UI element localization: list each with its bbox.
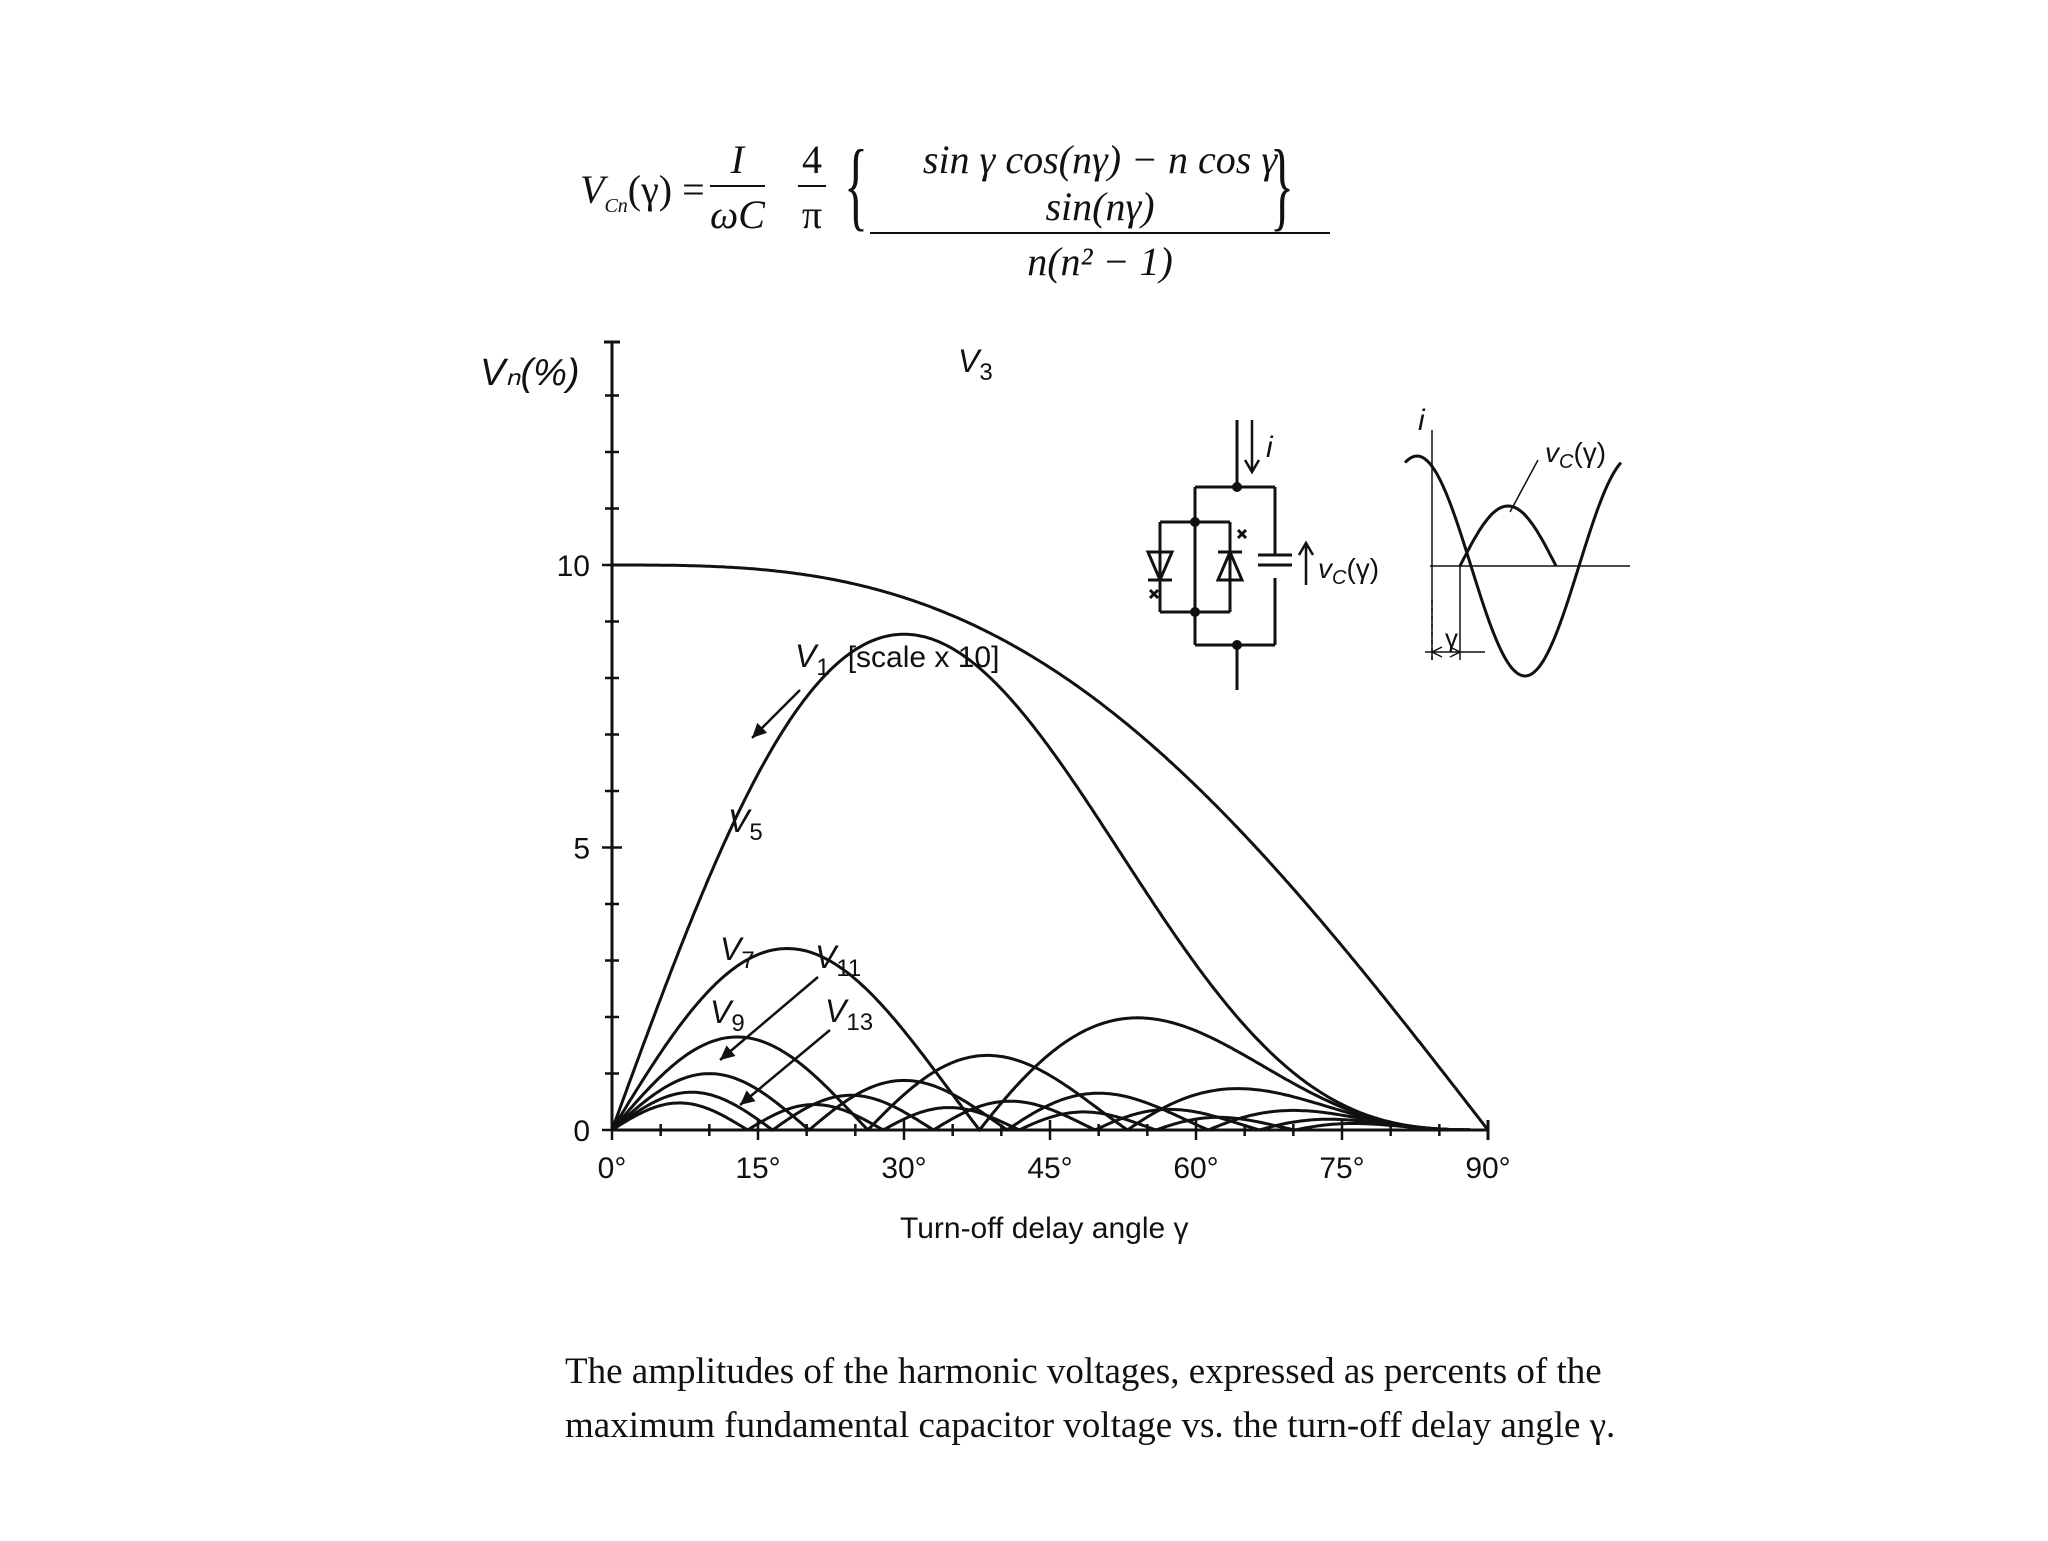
x-tick-label: 60° <box>1173 1152 1218 1185</box>
y-tick-label: 10 <box>557 550 590 583</box>
series-curve-V11 <box>611 1090 1488 1132</box>
x-tick-label: 30° <box>881 1152 926 1185</box>
wave-voltage-label: vC(γ) <box>1545 437 1606 473</box>
x-tick-label: 75° <box>1319 1152 1364 1185</box>
wave-current-label: i <box>1418 404 1426 437</box>
arrowhead-icon <box>752 722 768 738</box>
series-label-V1: V1 [scale x 10] <box>795 638 999 681</box>
formula-brace-close: } <box>1270 129 1294 240</box>
formula-fraction-3: sin γ cos(nγ) − n cos γ sin(nγ) n(n² − 1… <box>870 136 1330 285</box>
formula-lhs: VCn(γ) = <box>580 167 705 217</box>
x-tick-label: 90° <box>1465 1152 1510 1185</box>
series-label-V5: V5 <box>728 803 763 846</box>
current-arrow-icon <box>1243 420 1261 475</box>
y-axis-label: Vₙ(%) <box>480 352 580 394</box>
circuit-current-label: i <box>1266 431 1274 464</box>
x-tick-label: 15° <box>735 1152 780 1185</box>
series-curve-V7 <box>610 1035 1488 1132</box>
x-tick-label: 45° <box>1027 1152 1072 1185</box>
formula-fraction-2: 4 π <box>798 136 826 238</box>
pointer-V11 <box>719 976 819 1061</box>
series-curve-V3 <box>610 632 1488 1132</box>
caption-line-1: The amplitudes of the harmonic voltages,… <box>565 1351 1602 1392</box>
y-tick-label: 0 <box>573 1115 590 1148</box>
formula-brace-open: { <box>844 129 868 240</box>
series-curve-V1 <box>612 563 1490 1131</box>
y-tick-label: 5 <box>573 833 590 866</box>
circuit-nodes <box>1190 482 1242 650</box>
axes: 0 5 10 0° 15° 30° 45° 60° 75° 90° <box>557 340 1511 1185</box>
arrowhead-icon <box>740 1090 756 1105</box>
series-curve-V13 <box>611 1101 1488 1132</box>
series-curve-V5 <box>610 946 1488 1133</box>
gamma-label: γ <box>1445 623 1458 653</box>
formula-fraction-1: I ωC <box>710 137 765 237</box>
arrowhead-icon <box>720 1045 736 1060</box>
series-label-V11: V11 <box>815 939 861 982</box>
curves <box>610 563 1490 1133</box>
series-label-V7: V7 <box>720 931 755 974</box>
x-tick-label: 0° <box>598 1152 627 1185</box>
figure-caption: The amplitudes of the harmonic voltages,… <box>565 1345 1645 1453</box>
series-labels: V1 [scale x 10] V3 V5 V7 V9 V11 V13 <box>710 343 999 1106</box>
inset-waveform <box>1403 430 1630 678</box>
caption-line-2: maximum fundamental capacitor voltage vs… <box>565 1405 1616 1446</box>
voltage-arrow-icon <box>1297 540 1315 585</box>
pointer-V13 <box>739 1029 831 1106</box>
circuit-voltage-label: vC(γ) <box>1318 553 1379 589</box>
series-label-V9: V9 <box>710 994 745 1037</box>
x-axis-label: Turn-off delay angle γ <box>900 1212 1189 1245</box>
series-label-V13: V13 <box>825 993 873 1036</box>
formula: VCn(γ) = I ωC 4 π { sin γ cos(nγ) − n co… <box>570 129 1330 284</box>
series-label-V3: V3 <box>958 343 993 386</box>
